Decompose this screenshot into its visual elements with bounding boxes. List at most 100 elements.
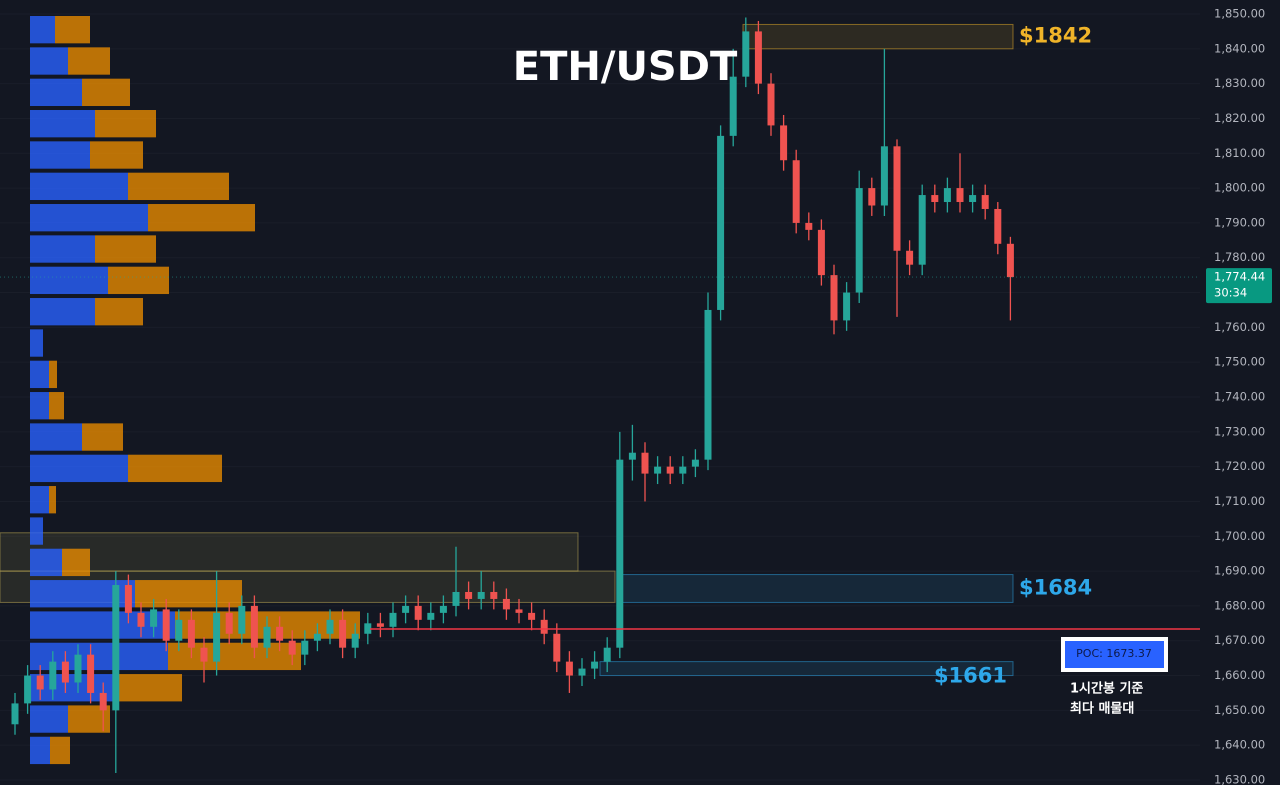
candle-body	[502, 598, 510, 610]
candle-body	[427, 612, 435, 620]
y-tick-label: 1,630.00	[1214, 773, 1265, 785]
y-tick-label: 1,720.00	[1214, 459, 1265, 473]
profile-bar	[82, 423, 123, 451]
candle-body	[931, 195, 939, 203]
candle-body	[540, 619, 548, 634]
profile-bar	[30, 204, 148, 232]
y-tick-label: 1,840.00	[1214, 41, 1265, 55]
profile-bar	[95, 110, 156, 138]
y-tick-label: 1,680.00	[1214, 598, 1265, 612]
y-tick-label: 1,800.00	[1214, 181, 1265, 195]
grid: 1,630.00 1,640.00 1,650.00 1,660.00 1,670.00…	[0, 7, 1265, 785]
candle-body	[855, 188, 863, 293]
candle-body	[351, 633, 359, 648]
y-tick-label: 1,670.00	[1214, 633, 1265, 647]
y-tick-label: 1,710.00	[1214, 494, 1265, 508]
profile-bar	[30, 47, 68, 75]
candles	[11, 17, 1014, 774]
candle-body	[742, 31, 750, 77]
profile-bar	[30, 235, 95, 263]
candle-body	[137, 612, 145, 627]
y-tick-label: 1,780.00	[1214, 250, 1265, 264]
candle-body	[313, 633, 321, 641]
profile-bar	[49, 360, 57, 389]
candle-body	[112, 585, 120, 711]
candle-body	[515, 609, 523, 613]
profile-bar	[55, 16, 90, 44]
candle-body	[528, 612, 536, 620]
candle-body	[414, 605, 422, 620]
profile-bar	[30, 172, 128, 201]
candle-body	[956, 188, 964, 203]
y-tick-label: 1,820.00	[1214, 111, 1265, 125]
candle-body	[288, 640, 296, 655]
candle-body	[187, 619, 195, 648]
candle-body	[11, 703, 19, 725]
candle-body	[389, 612, 397, 627]
profile-bar	[135, 580, 242, 608]
candle-body	[490, 591, 498, 599]
candle-body	[301, 640, 309, 655]
y-tick-label: 1,730.00	[1214, 424, 1265, 438]
candle-body	[225, 612, 233, 634]
profile-bar	[30, 110, 95, 138]
candle-body	[326, 619, 334, 634]
candle-body	[87, 654, 95, 693]
profile-bar	[30, 16, 55, 44]
candle-body	[691, 459, 699, 467]
candle-body	[943, 188, 951, 203]
y-tick-label: 1,830.00	[1214, 76, 1265, 90]
candle-body	[843, 292, 851, 321]
y-tick-label: 1,740.00	[1214, 390, 1265, 404]
candle-body	[99, 692, 107, 711]
candle-body	[250, 605, 258, 648]
profile-bar	[115, 674, 182, 702]
candle-body	[893, 146, 901, 251]
candle-body	[74, 654, 82, 683]
candle-body	[452, 591, 460, 606]
profile-bar	[49, 486, 56, 514]
profile-bar	[128, 172, 229, 201]
candle-body	[238, 605, 246, 634]
last-price-box	[1206, 268, 1272, 304]
y-tick-label: 1,660.00	[1214, 668, 1265, 682]
zone	[0, 532, 579, 572]
candle-body	[981, 195, 989, 209]
candle-body	[616, 459, 624, 648]
candle-body	[61, 661, 69, 683]
candle-body	[868, 188, 876, 206]
profile-bar	[30, 548, 62, 577]
countdown: 30:34	[1214, 286, 1247, 300]
zone	[599, 661, 1014, 677]
candle-body	[729, 76, 737, 136]
profile-bar	[148, 204, 255, 232]
y-tick-label: 1,750.00	[1214, 355, 1265, 369]
y-tick-label: 1,640.00	[1214, 738, 1265, 752]
candle-body	[150, 609, 158, 627]
candle-body	[565, 661, 573, 676]
last-price-label: 1,774.44	[1214, 270, 1265, 284]
y-tick-label: 1,810.00	[1214, 146, 1265, 160]
candle-body	[339, 619, 347, 648]
zone	[742, 23, 1014, 50]
volume-profile	[30, 16, 360, 765]
profile-bar	[30, 486, 49, 514]
profile-bar	[50, 736, 70, 765]
candle-body	[213, 612, 221, 662]
zone-label: $1684	[1019, 576, 1092, 600]
profile-bar	[108, 266, 169, 295]
profile-bar	[62, 548, 90, 577]
candle-body	[780, 125, 788, 161]
y-tick-label: 1,650.00	[1214, 703, 1265, 717]
profile-bar	[30, 517, 43, 545]
y-tick-label: 1,690.00	[1214, 564, 1265, 578]
profile-bar	[49, 392, 64, 420]
candle-body	[376, 623, 384, 627]
y-tick-label: 1,790.00	[1214, 215, 1265, 229]
candle-body	[439, 605, 447, 613]
candle-body	[591, 661, 599, 669]
candle-body	[578, 668, 586, 676]
profile-bar	[30, 705, 68, 733]
candle-body	[162, 609, 170, 641]
